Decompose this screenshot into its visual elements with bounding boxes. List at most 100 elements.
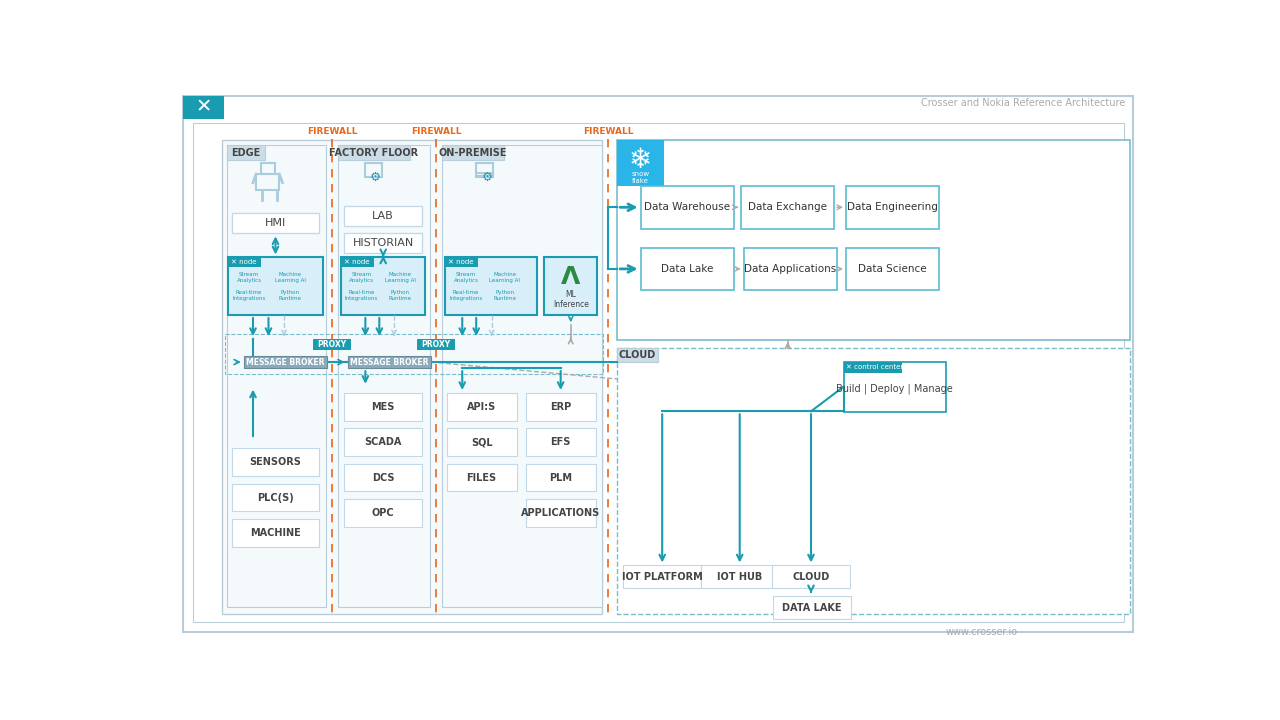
Text: CLOUD: CLOUD <box>618 350 657 360</box>
Text: API:S: API:S <box>467 402 497 412</box>
Text: MES: MES <box>371 402 396 412</box>
Text: snow
flake: snow flake <box>631 171 649 184</box>
Bar <box>344 206 422 226</box>
Bar <box>640 186 733 229</box>
Text: APPLICATIONS: APPLICATIONS <box>521 508 600 518</box>
Text: PROXY: PROXY <box>317 340 347 349</box>
Bar <box>526 499 595 527</box>
Text: LAB: LAB <box>372 211 394 221</box>
Text: Python
Runtime: Python Runtime <box>389 290 412 301</box>
Bar <box>772 565 850 588</box>
Bar <box>640 248 733 290</box>
Bar <box>183 96 224 119</box>
Bar <box>623 565 701 588</box>
Bar <box>365 163 381 177</box>
Text: PROXY: PROXY <box>421 340 451 349</box>
Bar <box>476 173 493 177</box>
Bar <box>617 140 664 186</box>
Bar <box>348 356 431 368</box>
Bar <box>227 145 265 161</box>
Text: Λ: Λ <box>561 266 580 289</box>
Text: FACTORY FLOOR: FACTORY FLOOR <box>329 148 419 158</box>
Bar <box>221 140 602 614</box>
Text: www.crosser.io: www.crosser.io <box>946 626 1018 636</box>
Text: Python
Runtime: Python Runtime <box>493 290 516 301</box>
Text: DCS: DCS <box>372 472 394 482</box>
Text: FIREWALL: FIREWALL <box>411 127 461 135</box>
Bar <box>232 484 319 511</box>
Bar <box>846 248 938 290</box>
Bar <box>232 213 319 233</box>
Bar <box>445 257 477 267</box>
Text: FIREWALL: FIREWALL <box>307 127 357 135</box>
Text: IOT PLATFORM: IOT PLATFORM <box>622 572 703 582</box>
Text: FILES: FILES <box>467 472 497 482</box>
Bar <box>701 565 778 588</box>
Bar <box>344 233 422 253</box>
Text: ✕ node: ✕ node <box>343 259 369 266</box>
Text: Machine
Learning AI: Machine Learning AI <box>489 272 521 283</box>
Bar <box>261 163 275 174</box>
Text: Data Warehouse: Data Warehouse <box>644 202 730 212</box>
Bar <box>228 257 261 267</box>
Text: Data Exchange: Data Exchange <box>749 202 827 212</box>
Text: SCADA: SCADA <box>365 437 402 447</box>
Bar <box>846 186 938 229</box>
Bar <box>243 356 328 368</box>
Bar <box>344 428 422 456</box>
Text: EDGE: EDGE <box>232 148 261 158</box>
Bar <box>617 140 1130 341</box>
Text: EFS: EFS <box>550 437 571 447</box>
Text: HMI: HMI <box>265 218 287 228</box>
Bar <box>228 257 323 315</box>
Text: ⚙: ⚙ <box>481 171 493 184</box>
Bar <box>447 393 517 420</box>
Text: Build | Deploy | Manage: Build | Deploy | Manage <box>836 384 954 395</box>
Bar <box>844 362 901 373</box>
Text: MESSAGE BROKER: MESSAGE BROKER <box>246 358 325 366</box>
Bar <box>225 334 603 374</box>
Text: Stream
Analytics: Stream Analytics <box>237 272 261 283</box>
Bar <box>442 145 602 607</box>
Text: SENSORS: SENSORS <box>250 457 301 467</box>
Text: MACHINE: MACHINE <box>250 528 301 538</box>
Bar <box>342 257 374 267</box>
Text: PLM: PLM <box>549 472 572 482</box>
Bar <box>544 257 596 315</box>
Bar <box>344 499 422 527</box>
Text: Stream
Analytics: Stream Analytics <box>453 272 479 283</box>
Text: ERP: ERP <box>550 402 571 412</box>
Text: Python
Runtime: Python Runtime <box>279 290 302 301</box>
Bar <box>232 519 319 547</box>
Bar <box>526 428 595 456</box>
Text: ✕ node: ✕ node <box>230 259 256 266</box>
Bar <box>447 428 517 456</box>
Bar <box>844 362 946 412</box>
Text: Data Engineering: Data Engineering <box>847 202 938 212</box>
Text: Real-time
Integrations: Real-time Integrations <box>344 290 378 301</box>
Bar <box>476 163 493 176</box>
Bar <box>417 339 454 350</box>
Bar <box>445 257 536 315</box>
Bar <box>744 248 837 290</box>
Text: HISTORIAN: HISTORIAN <box>352 238 413 248</box>
Text: Crosser and Nokia Reference Architecture: Crosser and Nokia Reference Architecture <box>920 99 1125 108</box>
Bar <box>526 464 595 492</box>
Text: DATA LAKE: DATA LAKE <box>782 603 841 613</box>
Bar <box>227 145 326 607</box>
Text: Real-time
Integrations: Real-time Integrations <box>449 290 483 301</box>
Text: ❄: ❄ <box>628 145 652 174</box>
Text: Machine
Learning AI: Machine Learning AI <box>275 272 306 283</box>
Bar <box>741 186 835 229</box>
Bar <box>447 464 517 492</box>
Text: MESSAGE BROKER: MESSAGE BROKER <box>351 358 429 366</box>
Bar <box>344 464 422 492</box>
Text: ✕ node: ✕ node <box>448 259 474 266</box>
Bar <box>617 348 658 362</box>
Text: ML
Inference: ML Inference <box>553 290 589 310</box>
Text: Data Lake: Data Lake <box>660 264 713 274</box>
Text: ✕: ✕ <box>196 98 211 117</box>
Bar <box>773 596 850 619</box>
Bar <box>342 257 425 315</box>
Bar <box>344 393 422 420</box>
